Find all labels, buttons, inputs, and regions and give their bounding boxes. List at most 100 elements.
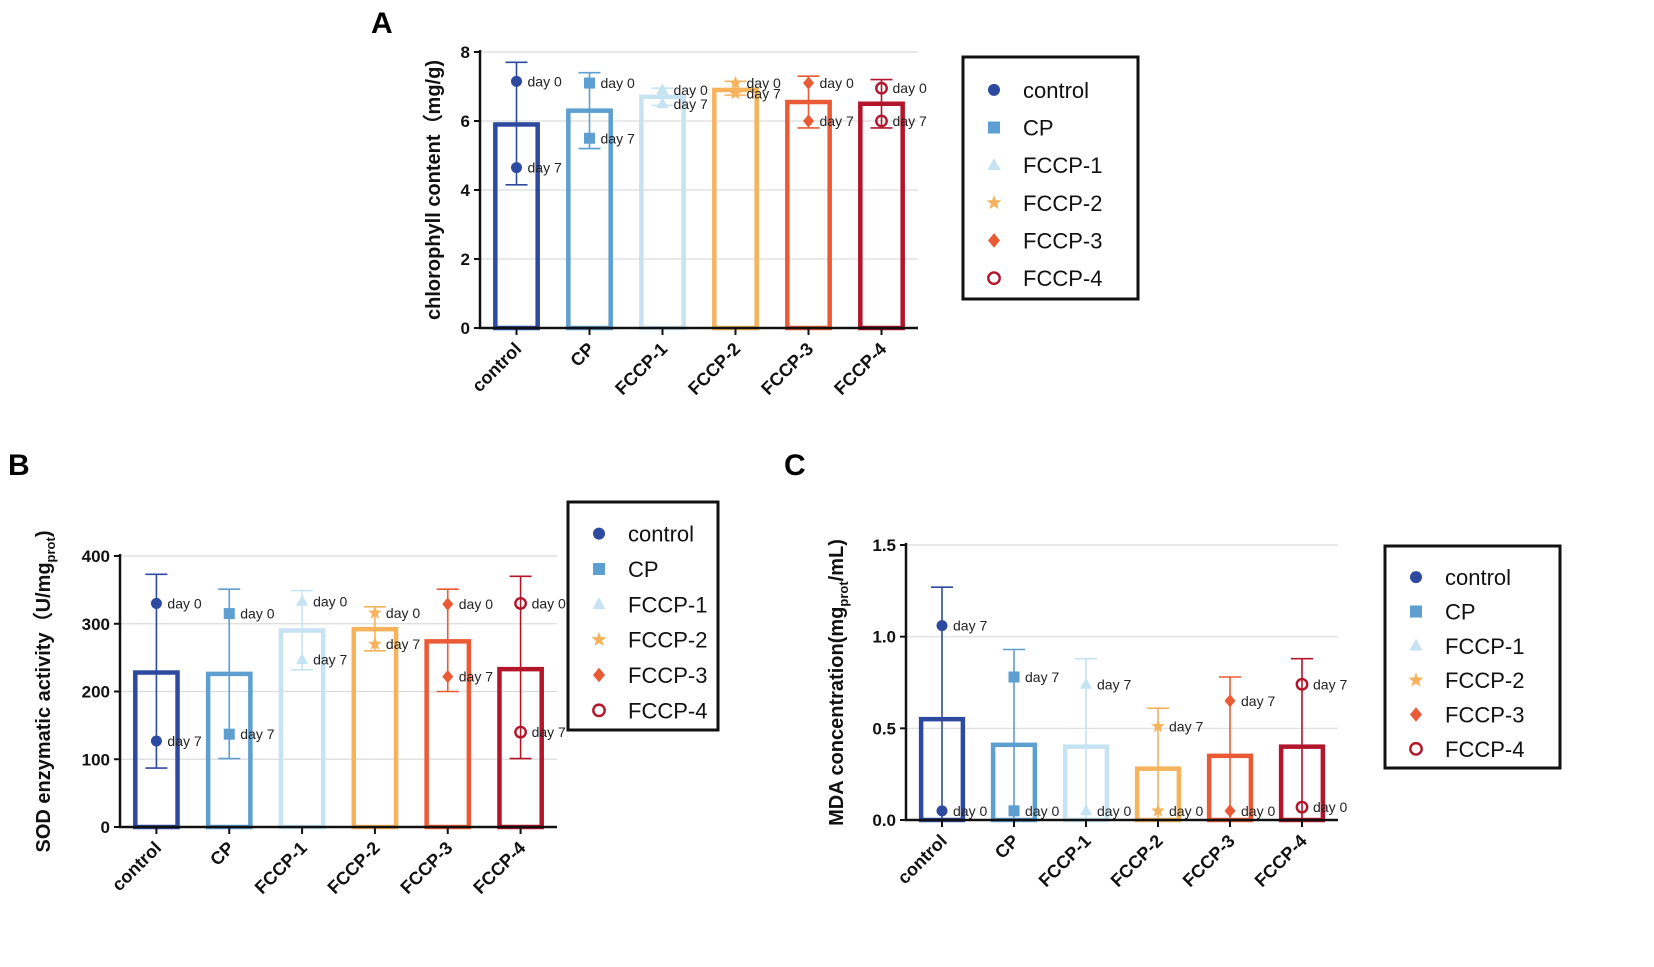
data-point-label: day 0 [1025, 803, 1059, 819]
y-tick-label: 1.5 [872, 536, 896, 555]
data-point [1151, 719, 1165, 733]
bar-group-fccp-2: day 0 day 7 [1134, 707, 1203, 823]
bar-group-fccp-3: day 0 day 7 [424, 588, 493, 830]
legend-label: FCCP-3 [1023, 229, 1102, 254]
bar-group-control: day 0 day 7 [133, 573, 202, 830]
legend-marker [987, 157, 1001, 170]
x-tick-label: FCCP-2 [324, 838, 384, 898]
data-point-label: day 0 [532, 595, 566, 611]
panel-letter: A [371, 7, 393, 40]
y-tick-label: 0.0 [872, 811, 896, 830]
legend-box [961, 55, 1140, 301]
data-point-label: day 0 [459, 596, 493, 612]
data-point-label: day 7 [674, 96, 708, 112]
data-point [1224, 804, 1236, 818]
data-point [514, 597, 528, 610]
data-point-label: day 7 [532, 724, 566, 740]
legend-marker [592, 703, 606, 718]
data-point-label: day 0 [820, 75, 854, 91]
panel-b: B 0 100 200 300 400 SOD enzymatic activity（U/m… [8, 449, 720, 898]
data-point [1151, 803, 1165, 817]
legend-label: FCCP-1 [1023, 153, 1102, 178]
data-point-label: day 0 [167, 595, 201, 611]
data-point-label: day 7 [459, 669, 493, 685]
bar [858, 101, 905, 331]
data-point-label: day 0 [1241, 803, 1275, 819]
x-tick-label: FCCP-4 [830, 339, 890, 399]
bar [712, 87, 759, 331]
data-point [1008, 671, 1020, 683]
legend: control CP FCCP-1 FCCP-2 FCCP-3 FCCP-4 [566, 500, 720, 732]
data-point [1295, 800, 1309, 814]
y-axis-label: MDA concentration(mgprot/mL) [826, 539, 851, 826]
x-tick-label: control [108, 838, 165, 895]
data-point [875, 81, 888, 95]
legend-label: CP [628, 557, 659, 582]
x-tick-label: control [468, 339, 525, 396]
bar-group-cp: day 0 day 7 [205, 588, 275, 830]
data-point-label: day 0 [386, 605, 420, 621]
data-point [1079, 804, 1093, 816]
legend: control CP FCCP-1 FCCP-2 FCCP-3 FCCP-4 [1383, 544, 1562, 770]
panel-c: C 0.0 0.5 1.0 1.5 MDA concentration(mgprot/mL… [784, 449, 1562, 891]
data-point-label: day 7 [528, 160, 562, 176]
bar-group-fccp-1: day 0 day 7 [1062, 657, 1131, 823]
data-point [656, 83, 669, 95]
y-tick-label: 0 [101, 818, 110, 837]
x-tick-label: FCCP-1 [611, 339, 671, 399]
data-point [442, 669, 454, 684]
legend-label: FCCP-2 [628, 628, 707, 653]
data-point-label: day 7 [893, 113, 927, 129]
data-point [1079, 677, 1093, 689]
legend-label: control [1023, 78, 1089, 103]
x-tick-label: FCCP-2 [684, 339, 744, 399]
data-point-label: day 0 [1169, 803, 1203, 819]
bar [785, 99, 832, 331]
legend-marker [591, 631, 607, 646]
y-axis-label: chlorophyll content（mg/g) [422, 60, 445, 320]
legend-marker [987, 271, 1001, 286]
data-point-label: day 7 [1097, 676, 1131, 692]
data-point [803, 114, 814, 128]
data-point-label: day 0 [528, 73, 562, 89]
y-tick-label: 8 [461, 43, 470, 62]
legend-box [566, 500, 720, 732]
legend-label: FCCP-4 [1445, 737, 1524, 762]
legend-label: FCCP-4 [628, 698, 707, 723]
x-tick-label: FCCP-3 [1179, 831, 1239, 891]
y-tick-label: 6 [461, 112, 470, 131]
bar-group-fccp-3: day 0 day 7 [1206, 676, 1275, 823]
legend-label: control [628, 522, 694, 547]
y-tick-label: 0 [461, 319, 470, 338]
data-point [936, 620, 948, 632]
bar-group-control: day 0 day 7 [918, 586, 987, 823]
legend-marker [1408, 672, 1424, 687]
y-axis-label-end: /mL) [826, 539, 848, 581]
data-point [150, 735, 162, 747]
y-axis-label-subscript: prot [836, 581, 851, 607]
legend-marker [1409, 638, 1423, 651]
bar-group-cp: day 0 day 7 [990, 648, 1059, 823]
data-point [368, 605, 382, 619]
y-axis-label: SOD enzymatic activity（U/mgprot) [32, 530, 58, 852]
legend-marker [1409, 741, 1423, 756]
bar-group-fccp-4: day 0 day 7 [1278, 657, 1347, 823]
legend-marker [1410, 707, 1422, 722]
data-point-label: day 7 [601, 130, 635, 146]
y-tick-label: 2 [461, 250, 470, 269]
data-point-label: day 7 [1169, 719, 1203, 735]
y-axis-label-main: MDA concentration(mg [826, 607, 848, 826]
data-point [584, 77, 595, 89]
x-tick-label: CP [566, 339, 598, 371]
legend-marker [988, 83, 1000, 96]
legend-marker [592, 597, 606, 610]
y-axis-label-end: ) [33, 530, 55, 537]
legend-box [1383, 544, 1562, 770]
data-point-label: day 0 [601, 75, 635, 91]
bar-group-fccp-4: day 0 day 7 [497, 575, 566, 830]
panel-letter: B [8, 449, 30, 482]
